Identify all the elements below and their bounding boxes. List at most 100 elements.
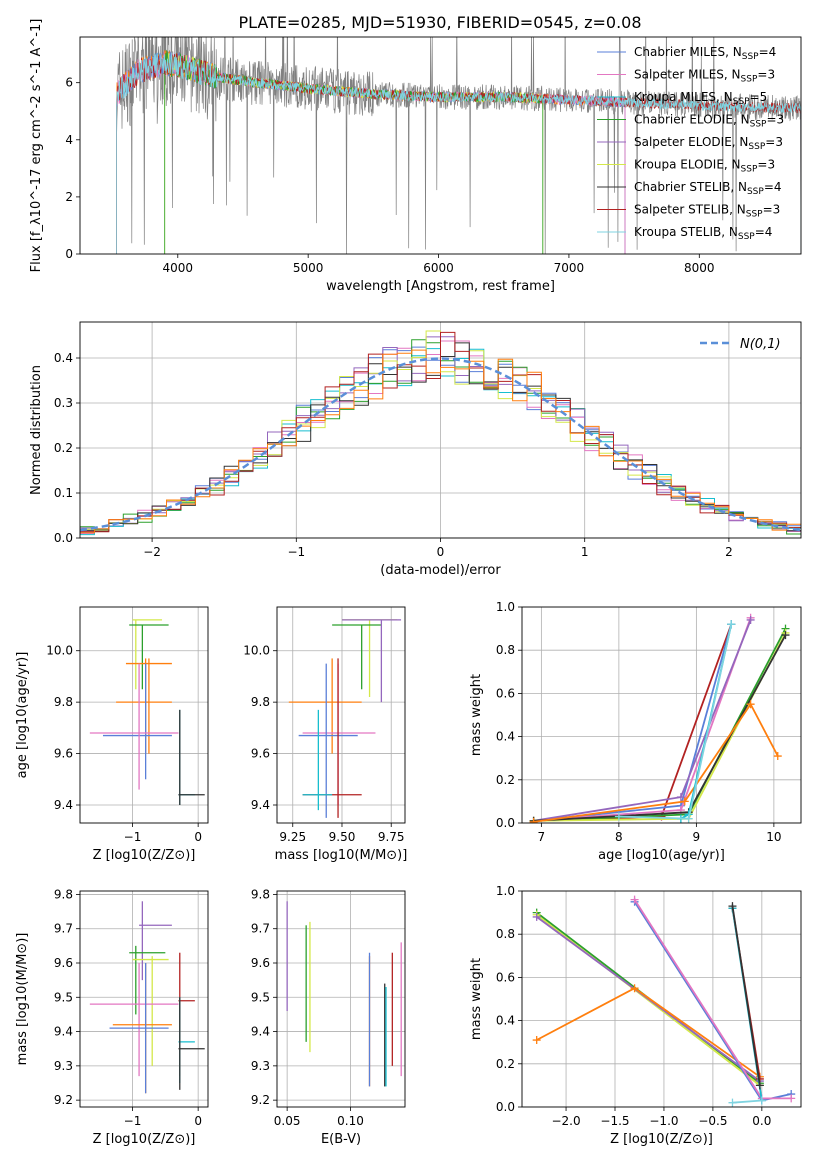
x-axis-label: wavelength [Angstrom, rest frame]: [326, 279, 555, 294]
errorbar-point: [178, 709, 195, 805]
y-tick-label: 9.7: [251, 922, 270, 936]
y-tick-label: 1.0: [496, 600, 515, 614]
errorbar-point: [178, 952, 195, 1077]
weight-series-line: [536, 916, 761, 1082]
legend-suffix: =4: [759, 45, 777, 59]
legend-label: Kroupa ELODIE, N: [634, 158, 741, 172]
legend-sub: SSP: [750, 120, 767, 130]
y-tick-label: 0.0: [496, 816, 515, 830]
y-tick-label: 6: [65, 76, 73, 90]
legend-label: Chabrier MILES, N: [634, 45, 742, 59]
weight-point-marker: [787, 1094, 796, 1103]
x-axis-label: Z [log10(Z/Z⊙)]: [93, 848, 196, 863]
legend-label: Chabrier ELODIE, N: [634, 113, 750, 127]
panel-age_vs_Z: −1 0 9.4 9.6 9.8 10.0 Z [log10(Z/Z⊙)] age [log1…: [15, 606, 209, 863]
plot-area-weight_vs_age: [522, 607, 801, 823]
plot-area-age_vs_Z: [80, 607, 208, 823]
x-axis-label: age [log10(age/yr)]: [598, 848, 725, 863]
legend-entry: Kroupa STELIB, NSSP=4: [634, 225, 772, 242]
legend-entry: Salpeter ELODIE, NSSP=3: [634, 135, 783, 152]
y-tick-label: 0.0: [54, 531, 73, 545]
y-tick-label: 10.0: [46, 644, 73, 658]
errorbar-point: [132, 956, 169, 1066]
legend-label: Salpeter MILES, N: [634, 68, 741, 82]
errorbar-point: [109, 963, 169, 1094]
x-tick-label: 0.05: [274, 1114, 301, 1128]
legend-sub: SSP: [741, 75, 758, 85]
spectrum-model-line: [116, 52, 801, 254]
y-tick-label: 0.6: [496, 970, 515, 984]
y-tick-label: 0.2: [54, 441, 73, 455]
weight-point-marker: [746, 700, 755, 709]
histogram-series: [80, 331, 801, 533]
legend-entry: Salpeter MILES, NSSP=3: [634, 68, 775, 85]
x-tick-label: −1: [124, 1114, 142, 1128]
x-tick-label: 7: [538, 830, 546, 844]
x-tick-label: 10: [766, 830, 781, 844]
y-tick-label: 9.4: [251, 1025, 270, 1039]
errorbar-point: [125, 658, 172, 754]
errorbar-point: [288, 658, 362, 754]
legend-label: Chabrier STELIB, N: [634, 180, 747, 194]
weight-point-marker: [532, 1036, 541, 1045]
y-tick-label: 0.0: [496, 1100, 515, 1114]
x-tick-label: 9.25: [279, 830, 306, 844]
weight-point-marker: [746, 615, 755, 624]
plot-area-weight_vs_Z: [522, 891, 801, 1107]
y-tick-label: 9.7: [54, 922, 73, 936]
x-tick-label: 4000: [163, 261, 194, 275]
weight-series-line: [533, 702, 779, 823]
legend-sub: SSP: [733, 97, 750, 107]
y-axis-label: mass weight: [469, 958, 484, 1040]
y-tick-label: 9.5: [54, 990, 73, 1004]
y-tick-label: 0.8: [496, 927, 515, 941]
x-axis-label: Z [log10(Z/Z⊙)]: [93, 1132, 196, 1147]
y-tick-label: 1.0: [496, 884, 515, 898]
panel-mass_vs_Z: −1 0 9.2 9.3 9.4 9.5 9.6 9.7 9.8 Z [log10(Z/Z⊙)] m…: [15, 887, 209, 1147]
legend-entry: Chabrier MILES, NSSP=4: [634, 45, 776, 62]
x-tick-label: −2: [143, 545, 161, 559]
legend-suffix: =3: [757, 68, 775, 82]
errorbar-point: [341, 619, 402, 703]
legend-label: Kroupa MILES, N: [634, 90, 733, 104]
y-tick-label: 0.6: [496, 686, 515, 700]
plot-area-residuals: [80, 322, 801, 538]
y-tick-label: 9.2: [251, 1093, 270, 1107]
panel-mass_vs_ebv: 0.05 0.10 9.2 9.3 9.4 9.5 9.6 9.7 9.8 E(B-V): [251, 887, 406, 1147]
axes-frame: [79, 606, 209, 824]
y-tick-label: 0.3: [54, 396, 73, 410]
legend-suffix: =5: [750, 90, 768, 104]
weight-point-marker: [614, 812, 623, 821]
y-tick-label: 9.8: [54, 695, 73, 709]
weight-point-marker: [630, 895, 639, 904]
y-tick-label: 9.5: [251, 990, 270, 1004]
axes-frame: [521, 606, 802, 824]
axes-frame: [79, 890, 209, 1108]
y-tick-label: 9.8: [251, 887, 270, 901]
legend-suffix: =4: [764, 180, 782, 194]
x-tick-label: 1: [581, 545, 589, 559]
x-tick-label: 0.0: [752, 1114, 771, 1128]
errorbar-point: [102, 663, 172, 780]
errorbar-point: [132, 619, 163, 690]
y-tick-label: 9.6: [251, 747, 270, 761]
y-tick-label: 9.4: [54, 1025, 73, 1039]
x-tick-label: 9: [693, 830, 701, 844]
plot-area-age_vs_mass: [277, 607, 405, 823]
x-axis-label: E(B-V): [321, 1132, 361, 1147]
y-tick-label: 0.4: [496, 1014, 515, 1028]
legend-suffix: =3: [766, 113, 784, 127]
axes-frame: [521, 890, 802, 1108]
y-tick-label: 0.2: [496, 773, 515, 787]
spectrum-data-line: [116, 37, 801, 254]
x-tick-label: 9.75: [378, 830, 405, 844]
x-tick-label: 7000: [554, 261, 585, 275]
legend-entry: Chabrier STELIB, NSSP=4: [634, 180, 782, 197]
x-tick-label: 0: [194, 830, 202, 844]
y-tick-label: 10.0: [243, 644, 270, 658]
errorbar-point: [178, 997, 205, 1090]
legend-suffix: =3: [757, 158, 775, 172]
x-tick-label: 2: [725, 545, 733, 559]
legend-sub: SSP: [738, 232, 755, 242]
